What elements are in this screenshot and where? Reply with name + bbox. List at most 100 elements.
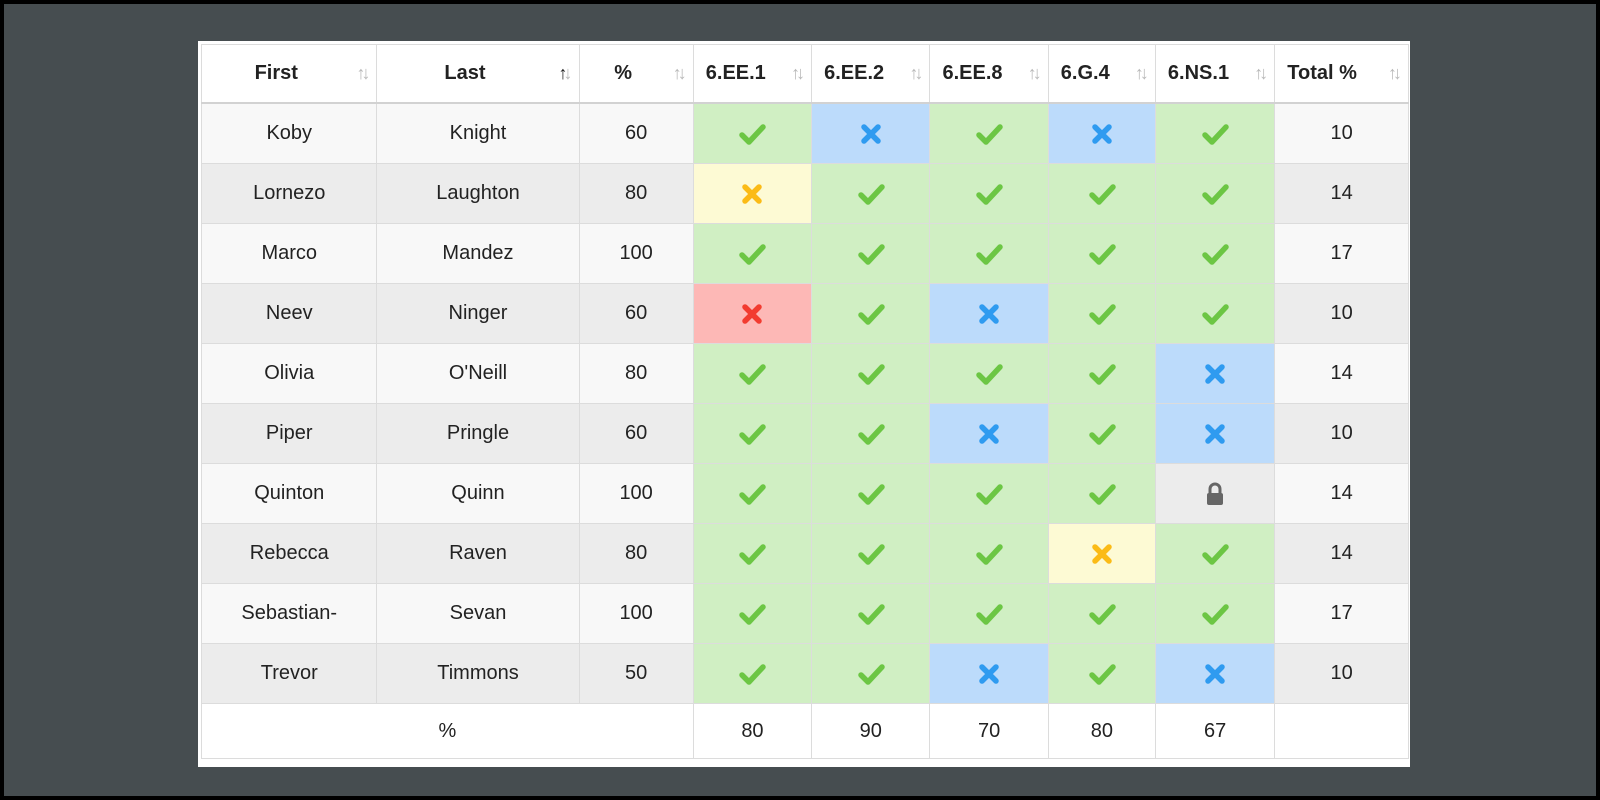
skip-icon [974,299,1004,329]
standard-mark-cell[interactable] [692,223,813,284]
standard-mark-cell[interactable] [1154,403,1276,464]
skip-icon [974,659,1004,689]
column-header-standard[interactable]: 6.EE.2 ↑↓ [811,44,931,104]
standard-mark-cell[interactable] [1047,583,1156,644]
percent-cell: 80 [578,343,694,404]
standard-mark-cell[interactable] [1047,283,1156,344]
check-icon [1087,479,1117,509]
table-row: Rebecca Raven 80 14 [200,523,1409,584]
standard-mark-cell[interactable] [811,223,931,284]
check-icon [856,299,886,329]
skip-icon [1200,659,1230,689]
standard-mark-cell[interactable] [1047,403,1156,464]
standard-mark-cell[interactable] [811,523,931,584]
standard-mark-cell[interactable] [692,343,813,404]
standard-mark-cell[interactable] [811,583,931,644]
standard-mark-cell[interactable] [1154,343,1276,404]
standard-mark-cell[interactable] [811,163,931,224]
column-header-label: Last [444,62,486,84]
standard-mark-cell[interactable] [929,523,1049,584]
standard-mark-cell[interactable] [929,643,1049,704]
column-header-last[interactable]: Last ↑↓ [376,44,580,104]
standard-mark-cell[interactable] [929,283,1049,344]
screen-background: First ↑↓ Last ↑↓ % ↑↓ [4,4,1596,796]
standard-mark-cell[interactable] [811,102,931,164]
check-icon [974,239,1004,269]
standard-mark-cell[interactable] [692,283,813,344]
percent-cell: 100 [578,583,694,644]
standard-mark-cell[interactable] [1047,102,1156,164]
standard-mark-cell[interactable] [1154,523,1276,584]
summary-total [1274,703,1409,759]
standard-mark-cell[interactable] [811,463,931,524]
first-name-cell: Olivia [200,343,378,404]
first-name-cell: Rebecca [200,523,378,584]
standard-mark-cell[interactable] [929,163,1049,224]
column-header-standard[interactable]: 6.G.4 ↑↓ [1047,44,1156,104]
summary-percent: 80 [1047,703,1156,759]
standard-mark-cell[interactable] [1154,583,1276,644]
standard-mark-cell[interactable] [1047,643,1156,704]
total-percent-cell: 14 [1274,463,1409,524]
last-name-cell: Quinn [376,463,580,524]
sort-ascending-icon[interactable]: ↑↓ [558,63,573,83]
check-icon [974,539,1004,569]
standard-mark-cell[interactable] [692,643,813,704]
percent-cell: 60 [578,283,694,344]
check-icon [737,659,767,689]
sort-icon[interactable]: ↑↓ [1254,63,1268,83]
standard-mark-cell[interactable] [811,283,931,344]
column-header-total[interactable]: Total % ↑↓ [1274,44,1409,104]
sort-icon[interactable]: ↑↓ [356,63,370,83]
sort-icon[interactable]: ↑↓ [672,63,687,83]
standard-mark-cell[interactable] [1154,643,1276,704]
check-icon [737,419,767,449]
standard-mark-cell[interactable] [1154,463,1276,524]
standard-mark-cell[interactable] [1047,523,1156,584]
standard-mark-cell[interactable] [929,102,1049,164]
standard-mark-cell[interactable] [692,403,813,464]
standard-mark-cell[interactable] [1047,463,1156,524]
sort-icon[interactable]: ↑↓ [1388,63,1402,83]
first-name-cell: Koby [200,102,378,164]
standard-mark-cell[interactable] [811,643,931,704]
column-header-standard[interactable]: 6.NS.1 ↑↓ [1154,44,1276,104]
sort-icon[interactable]: ↑↓ [1134,63,1149,83]
sort-icon[interactable]: ↑↓ [1027,63,1042,83]
standard-mark-cell[interactable] [1154,163,1276,224]
standard-mark-cell[interactable] [692,523,813,584]
last-name-cell: Sevan [376,583,580,644]
last-name-cell: Knight [376,102,580,164]
standard-mark-cell[interactable] [692,163,813,224]
column-header-standard[interactable]: 6.EE.1 ↑↓ [692,44,813,104]
column-header-percent[interactable]: % ↑↓ [578,44,694,104]
standard-mark-cell[interactable] [1047,163,1156,224]
check-icon [1087,419,1117,449]
gradebook-panel: First ↑↓ Last ↑↓ % ↑↓ [198,41,1410,767]
standard-mark-cell[interactable] [929,403,1049,464]
sort-icon[interactable]: ↑↓ [909,63,923,83]
column-header-standard[interactable]: 6.EE.8 ↑↓ [929,44,1049,104]
standard-mark-cell[interactable] [692,463,813,524]
column-header-label: 6.NS.1 [1167,62,1230,84]
last-name-cell: Laughton [376,163,580,224]
percent-cell: 100 [578,463,694,524]
check-icon [737,119,767,149]
summary-percent: 70 [929,703,1049,759]
standard-mark-cell[interactable] [1154,223,1276,284]
standard-mark-cell[interactable] [1047,343,1156,404]
standard-mark-cell[interactable] [1154,283,1276,344]
standard-mark-cell[interactable] [811,403,931,464]
sort-icon[interactable]: ↑↓ [791,63,805,83]
standard-mark-cell[interactable] [692,102,813,164]
standard-mark-cell[interactable] [811,343,931,404]
check-icon [1087,599,1117,629]
standard-mark-cell[interactable] [929,343,1049,404]
standard-mark-cell[interactable] [692,583,813,644]
standard-mark-cell[interactable] [1154,102,1276,164]
standard-mark-cell[interactable] [929,463,1049,524]
standard-mark-cell[interactable] [1047,223,1156,284]
standard-mark-cell[interactable] [929,223,1049,284]
standard-mark-cell[interactable] [929,583,1049,644]
column-header-first[interactable]: First ↑↓ [200,44,378,104]
